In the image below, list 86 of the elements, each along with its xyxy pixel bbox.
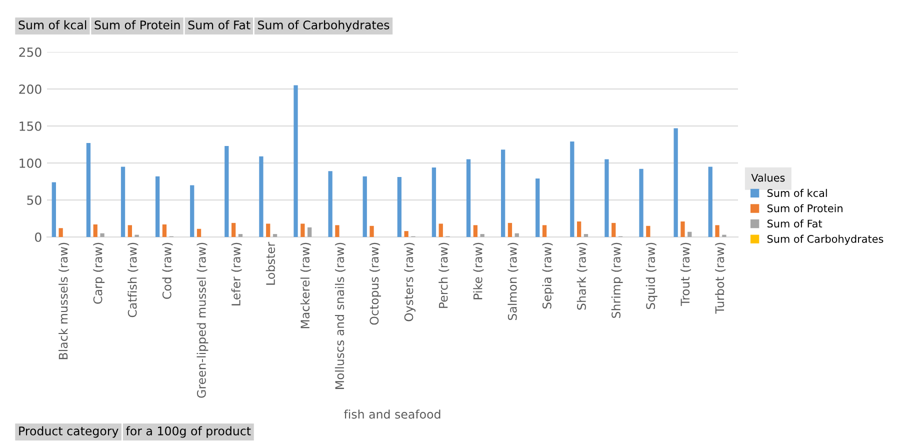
bar [639,168,644,237]
y-tick-label: 250 [19,47,42,57]
bar [224,146,229,237]
y-tick-label: 100 [20,158,42,168]
bar [300,224,305,237]
bar [674,128,678,237]
legend-label: Sum of Carbohydrates [767,234,884,245]
x-tick-label: Perch (raw) [438,242,450,308]
bar [308,227,312,237]
bar [86,143,91,237]
bar [466,159,471,237]
bar [397,177,402,237]
x-tick-label: Cod (raw) [162,242,173,299]
legend-title: Values [751,174,785,182]
bar [604,159,609,237]
x-tick-label: Salmon (raw) [508,242,518,320]
bar [536,178,540,237]
x-tick-label: Shark (raw) [576,242,588,310]
x-axis-title: fish and seafood [344,410,440,419]
bar [231,222,236,237]
bar [196,228,202,237]
x-tick-label: Shrimp (raw) [611,242,623,318]
bar [570,142,574,237]
x-tick-label: Octopus (raw) [370,242,381,325]
bar [93,224,98,237]
x-tick-label: Trout (raw) [680,242,691,306]
legend-label: Sum of Protein [767,204,842,212]
bar [612,222,616,237]
bar [715,225,720,237]
bar [708,166,712,237]
y-tick-label: 200 [19,84,42,94]
bar [272,234,278,237]
bar [500,150,506,237]
bar [404,231,408,237]
bar [294,85,298,237]
bar [120,166,126,237]
bar [688,232,692,237]
bar [335,225,340,237]
bar [128,225,132,237]
bar [438,224,443,237]
bar [155,176,160,237]
bar [328,171,332,237]
bar [646,226,650,237]
x-tick-label: Pike (raw) [473,242,484,300]
x-tick-label: Lefer (raw) [231,242,242,306]
x-tick-label: Molluscs and snails (raw) [334,242,346,389]
x-tick-label: Carp (raw) [93,242,105,304]
bar [362,176,367,237]
text: Sum of kcal [18,20,86,30]
text: for a 100g of product [126,426,251,438]
x-tick-label: Turbot (raw) [715,242,726,314]
bar [162,224,167,237]
bar [238,234,243,237]
y-tick-label: 50 [27,195,42,205]
y-tick-label: 0 [35,232,42,242]
bar [259,156,264,237]
legend-label: Sum of Fat [767,220,822,228]
text: Product category [19,426,118,438]
bar [680,221,685,237]
bar [266,224,270,237]
bar [508,222,512,237]
bar [584,234,588,237]
bar [542,225,547,237]
text: Sum of Protein [94,20,180,30]
x-tick-label: Catfish (raw) [128,242,138,318]
bar [473,225,478,237]
x-tick-label: Green-lipped mussel (raw) [196,242,208,398]
bar [58,228,63,237]
bar [52,182,56,237]
text: Sum of Fat [188,20,250,30]
bar [576,221,582,237]
x-tick-label: Squid (raw) [646,242,658,310]
x-tick-label: Sepia (raw) [542,242,554,309]
bar [514,233,519,237]
x-tick-label: Oysters (raw) [404,242,416,322]
y-tick-label: 150 [20,121,42,131]
bar [432,167,436,237]
x-tick-label: Mackerel (raw) [300,242,311,328]
legend-label: Sum of kcal [767,188,827,197]
bar [480,234,484,237]
text: Sum of Carbohydrates [258,20,390,32]
bar [190,185,194,237]
bar [100,233,104,237]
x-tick-label: Black mussels (raw) [58,242,70,360]
x-tick-label: Lobster [266,242,275,285]
bar [370,226,374,237]
